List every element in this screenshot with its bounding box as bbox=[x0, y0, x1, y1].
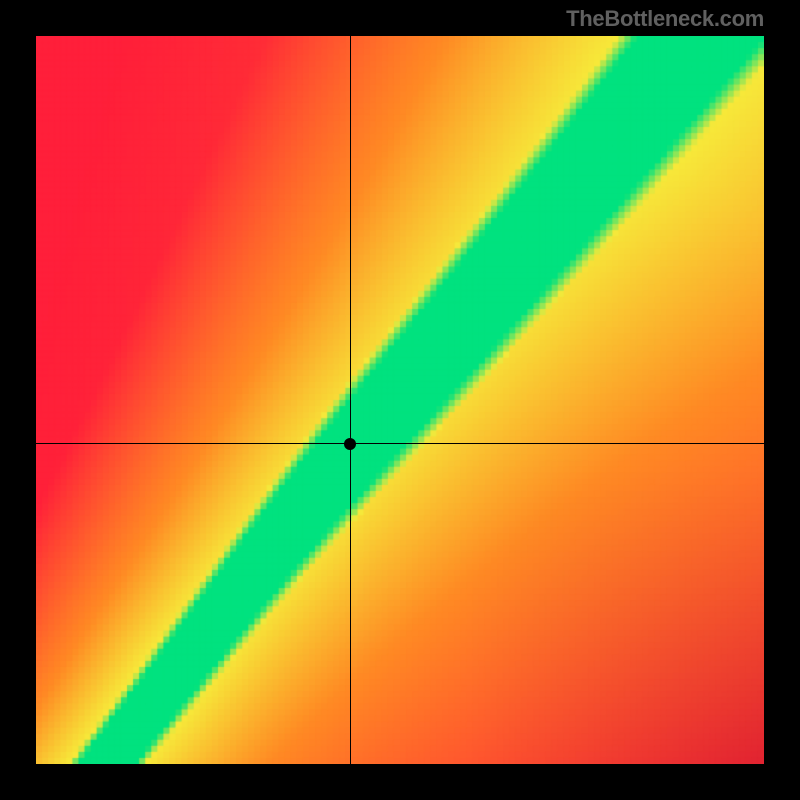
crosshair-horizontal bbox=[36, 443, 764, 444]
plot-area bbox=[36, 36, 764, 764]
watermark-text: TheBottleneck.com bbox=[566, 6, 764, 32]
crosshair-vertical bbox=[350, 36, 351, 764]
selection-marker bbox=[344, 438, 356, 450]
bottleneck-heatmap bbox=[36, 36, 764, 764]
